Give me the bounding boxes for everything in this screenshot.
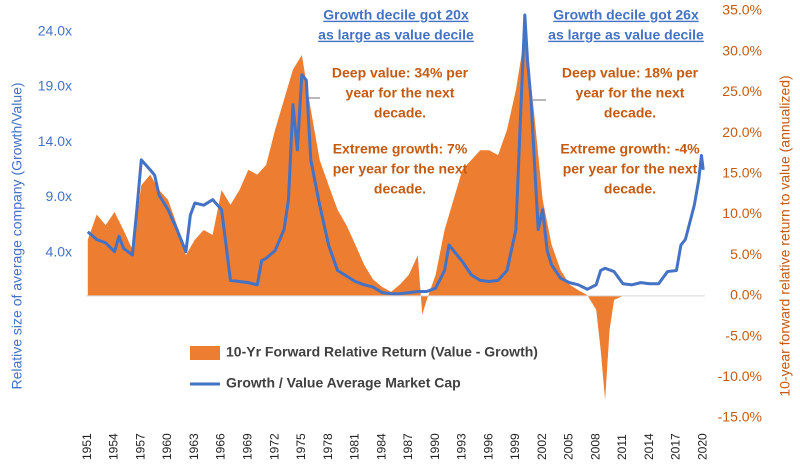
y2-tick-label: -15.0%: [718, 409, 762, 425]
x-tick-label: 1999: [508, 433, 522, 460]
annotation: per year for the next: [563, 161, 698, 177]
annotation: per year for the next: [333, 161, 468, 177]
x-tick-label: 2005: [562, 433, 576, 460]
y2-axis-title: 10-year forward relative return to value…: [777, 75, 793, 396]
y2-tick-label: 30.0%: [722, 42, 762, 58]
x-tick-label: 1993: [455, 433, 469, 460]
x-tick-label: 1990: [428, 433, 442, 460]
legend-label: 10-Yr Forward Relative Return (Value - G…: [226, 344, 538, 360]
line: [86, 13, 705, 296]
x-tick-label: 2011: [615, 434, 629, 460]
x-tick-label: 1969: [241, 433, 255, 460]
annotation: Growth decile got 20x: [323, 7, 469, 23]
annotation: decade.: [604, 105, 656, 121]
y2-tick-label: 20.0%: [722, 124, 762, 140]
y2-tick-label: 0.0%: [730, 287, 762, 303]
annotation: as large as value decile: [548, 27, 704, 43]
annotation: Deep value: 34% per: [332, 65, 469, 81]
y-axis-title: Relative size of average company (Growth…: [9, 82, 25, 389]
y2-tick-label: 15.0%: [722, 165, 762, 181]
y-tick-label: 14.0x: [38, 133, 72, 149]
y2-tick-label: -5.0%: [725, 327, 762, 343]
x-tick-label: 1996: [481, 433, 495, 460]
annotation: Extreme growth: -4%: [560, 141, 700, 157]
x-tick-label: 2020: [695, 433, 709, 460]
x-tick-label: 1975: [294, 433, 308, 460]
x-tick-label: 1966: [214, 433, 228, 460]
x-tick-label: 1960: [160, 433, 174, 460]
x-tick-label: 1984: [374, 433, 388, 460]
x-tick-label: 2008: [588, 433, 602, 460]
x-tick-label: 1978: [321, 433, 335, 460]
y-tick-label: 9.0x: [46, 188, 72, 204]
y2-tick-label: 5.0%: [730, 246, 762, 262]
y2-tick-label: -10.0%: [718, 368, 762, 384]
y-tick-label: 4.0x: [46, 243, 72, 259]
x-tick-label: 1981: [348, 433, 362, 460]
legend-label: Growth / Value Average Market Cap: [226, 375, 461, 391]
x-tick-label: 2002: [535, 433, 549, 460]
x-tick-label: 1954: [107, 433, 121, 460]
x-tick-label: 2014: [642, 433, 656, 460]
annotation: year for the next: [346, 85, 455, 101]
legend-swatch: [190, 346, 220, 360]
y-tick-label: 19.0x: [38, 78, 72, 94]
annotation: decade.: [604, 181, 656, 197]
x-tick-label: 2017: [669, 433, 683, 460]
x-tick-label: 1972: [267, 433, 281, 460]
annotation: year for the next: [576, 85, 685, 101]
y2-tick-label: 25.0%: [722, 83, 762, 99]
annotation: decade.: [374, 181, 426, 197]
x-tick-label: 1951: [80, 433, 94, 460]
annotation: Deep value: 18% per: [562, 65, 699, 81]
y-tick-label: 24.0x: [38, 22, 72, 38]
annotation: as large as value decile: [318, 27, 474, 43]
x-tick-label: 1987: [401, 433, 415, 460]
x-tick-label: 1963: [187, 433, 201, 460]
annotation: Extreme growth: 7%: [333, 141, 468, 157]
x-tick-label: 1957: [133, 433, 147, 460]
annotation: Growth decile got 26x: [553, 7, 699, 23]
y2-tick-label: 10.0%: [722, 205, 762, 221]
y2-tick-label: 35.0%: [722, 2, 762, 18]
annotation: decade.: [374, 105, 426, 121]
